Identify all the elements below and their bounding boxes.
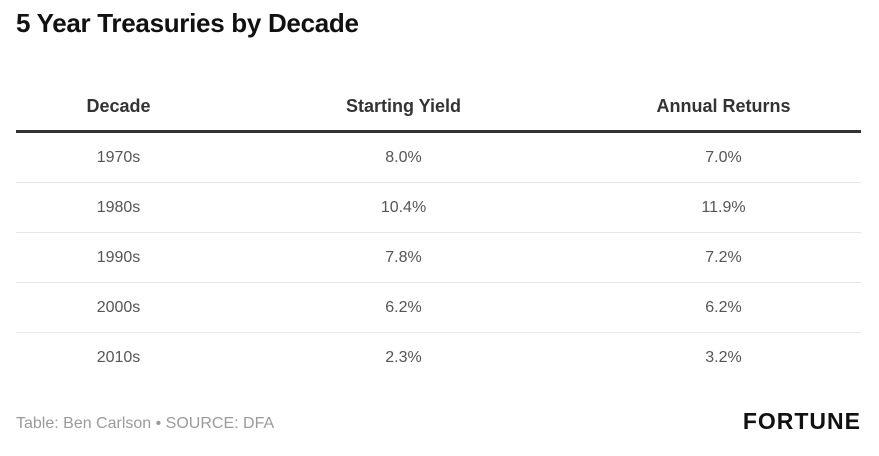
fortune-logo: FORTUNE [742,408,861,434]
cell-starting-yield: 10.4% [221,182,586,233]
table-row: 1970s 8.0% 7.0% [16,131,861,183]
cell-starting-yield: 8.0% [221,131,586,183]
cell-annual-returns: 7.0% [586,131,861,183]
cell-decade: 1970s [16,131,221,183]
table-row: 1990s 7.8% 7.2% [16,232,861,283]
column-header-starting-yield: Starting Yield [221,82,586,133]
header-row: Decade Starting Yield Annual Returns [16,82,861,133]
cell-starting-yield: 2.3% [385,348,422,366]
column-header-decade: Decade [16,82,221,133]
table-row: 2000s 6.2% 6.2% [16,282,861,333]
table-row: 1980s 10.4% 11.9% [16,182,861,233]
cell-annual-returns: 7.2% [586,232,861,283]
cell-starting-yield: 6.2% [221,282,586,333]
cell-decade: 2010s [96,348,141,366]
page-title: 5 Year Treasuries by Decade [16,8,359,38]
table-row: 2010s 2.3% 3.2% [16,333,861,383]
cell-annual-returns: 6.2% [586,282,861,333]
cell-annual-returns: 11.9% [586,182,861,233]
cell-decade: 1990s [16,232,221,283]
cell-annual-returns: 3.2% [705,348,742,366]
cell-starting-yield: 7.8% [221,232,586,283]
data-table: Decade Starting Yield Annual Returns 197… [16,82,861,382]
cell-decade: 1980s [16,182,221,233]
column-header-annual-returns: Annual Returns [586,82,861,133]
cell-decade: 2000s [16,282,221,333]
source-credit: Table: Ben Carlson • SOURCE: DFA [16,415,275,432]
